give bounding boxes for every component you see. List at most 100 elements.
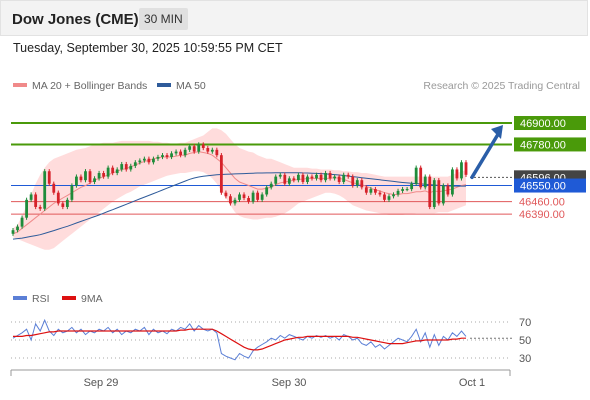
candle-body (29, 194, 33, 200)
rsi-tick-70: 70 (519, 317, 531, 329)
candle-body (337, 176, 341, 182)
header-bar: Dow Jones (CME) 30 MIN (0, 0, 588, 36)
candle-body (346, 174, 350, 177)
candle-body (242, 194, 246, 199)
candle-body (374, 189, 377, 193)
rsi-legend-swatch-0 (13, 296, 27, 300)
candle-body (287, 178, 291, 184)
candle-body (219, 155, 223, 193)
candle-body (392, 194, 395, 197)
candle-body (364, 187, 368, 193)
rsi-tick-50: 50 (519, 335, 531, 347)
candle-body (229, 196, 232, 204)
candle-body (283, 174, 287, 184)
candle-body (414, 167, 418, 184)
candle-body (102, 173, 105, 177)
candle-body (396, 190, 400, 195)
candle-body (410, 183, 414, 190)
candle-body (451, 169, 454, 195)
candle-body (65, 199, 69, 207)
level-label-46460: 46460.00 (519, 197, 565, 209)
candle-body (423, 176, 427, 188)
candle-body (333, 176, 337, 179)
candle-body (419, 167, 423, 188)
candle-body (170, 153, 173, 157)
ma50-line (12, 172, 466, 240)
candle-body (124, 164, 128, 170)
candle-body (401, 189, 404, 191)
candle-body (306, 176, 309, 182)
candle-body (156, 156, 160, 159)
candle-body (328, 173, 332, 179)
level-label-46550: 46550.00 (520, 181, 566, 193)
level-tag-46900 (514, 116, 586, 131)
candle-body (342, 174, 346, 182)
rsi-9ma-line (13, 328, 466, 351)
candle-body (111, 167, 115, 174)
candle-body (224, 192, 228, 197)
candle-body (464, 162, 468, 175)
legend-swatch-0 (13, 83, 27, 87)
candle-body (75, 176, 78, 186)
candle-body (233, 199, 237, 204)
candle-body (84, 171, 87, 181)
candle-body (183, 149, 187, 156)
candle-body (441, 185, 445, 204)
candle-body (142, 158, 146, 161)
candle-body (269, 183, 273, 188)
candle-body (437, 180, 441, 204)
candle-body (247, 198, 250, 202)
candle-body (206, 148, 210, 152)
candle-body (197, 144, 201, 152)
credit-text: Research © 2025 Trading Central (423, 80, 580, 92)
candle-body (292, 178, 296, 181)
candle-body (52, 183, 56, 193)
candle-body (428, 176, 432, 207)
level-label-46780: 46780.00 (520, 139, 566, 151)
rsi-legend-label-0: RSI (32, 293, 50, 305)
level-label-46900: 46900.00 (520, 118, 566, 130)
level-label-46390: 46390.00 (519, 209, 565, 221)
rsi-tick-30: 30 (519, 353, 531, 365)
candle-body (278, 174, 282, 177)
candle-body (256, 192, 260, 200)
candle-body (165, 155, 169, 157)
candle-body (455, 169, 459, 179)
level-tag-46780 (514, 137, 586, 152)
x-tick-label-0: Sep 29 (84, 377, 119, 389)
candle-body (133, 162, 137, 166)
candle-body (11, 230, 15, 234)
candle-body (138, 160, 142, 163)
candle-body (310, 176, 314, 179)
candle-body (260, 194, 264, 200)
candle-body (79, 176, 83, 181)
legend-swatch-1 (157, 83, 171, 87)
candle-body (179, 151, 183, 156)
candle-body (405, 189, 409, 191)
candle-body (215, 149, 219, 156)
candle-body (147, 158, 151, 163)
candle-body (152, 158, 155, 163)
candle-body (188, 146, 192, 150)
bollinger-band (13, 128, 466, 250)
candle-body (446, 185, 450, 195)
candle-body (47, 171, 51, 184)
candle-body (238, 194, 241, 200)
forecast-arrow-head (491, 125, 503, 140)
candle-body (355, 180, 359, 186)
candle-body (274, 176, 278, 184)
candle-body (265, 187, 269, 195)
rsi-legend-swatch-1 (62, 296, 76, 300)
candle-body (378, 192, 382, 195)
candle-body (120, 164, 124, 170)
candle-body (383, 194, 386, 200)
candle-body (129, 165, 133, 170)
x-tick-label-1: Sep 30 (272, 377, 307, 389)
candle-body (38, 206, 42, 209)
candle-body (25, 199, 28, 218)
candle-body (93, 178, 96, 182)
candle-body (70, 185, 74, 200)
ma20-line (12, 151, 467, 235)
timeframe-badge[interactable]: 30 MIN (139, 8, 188, 30)
